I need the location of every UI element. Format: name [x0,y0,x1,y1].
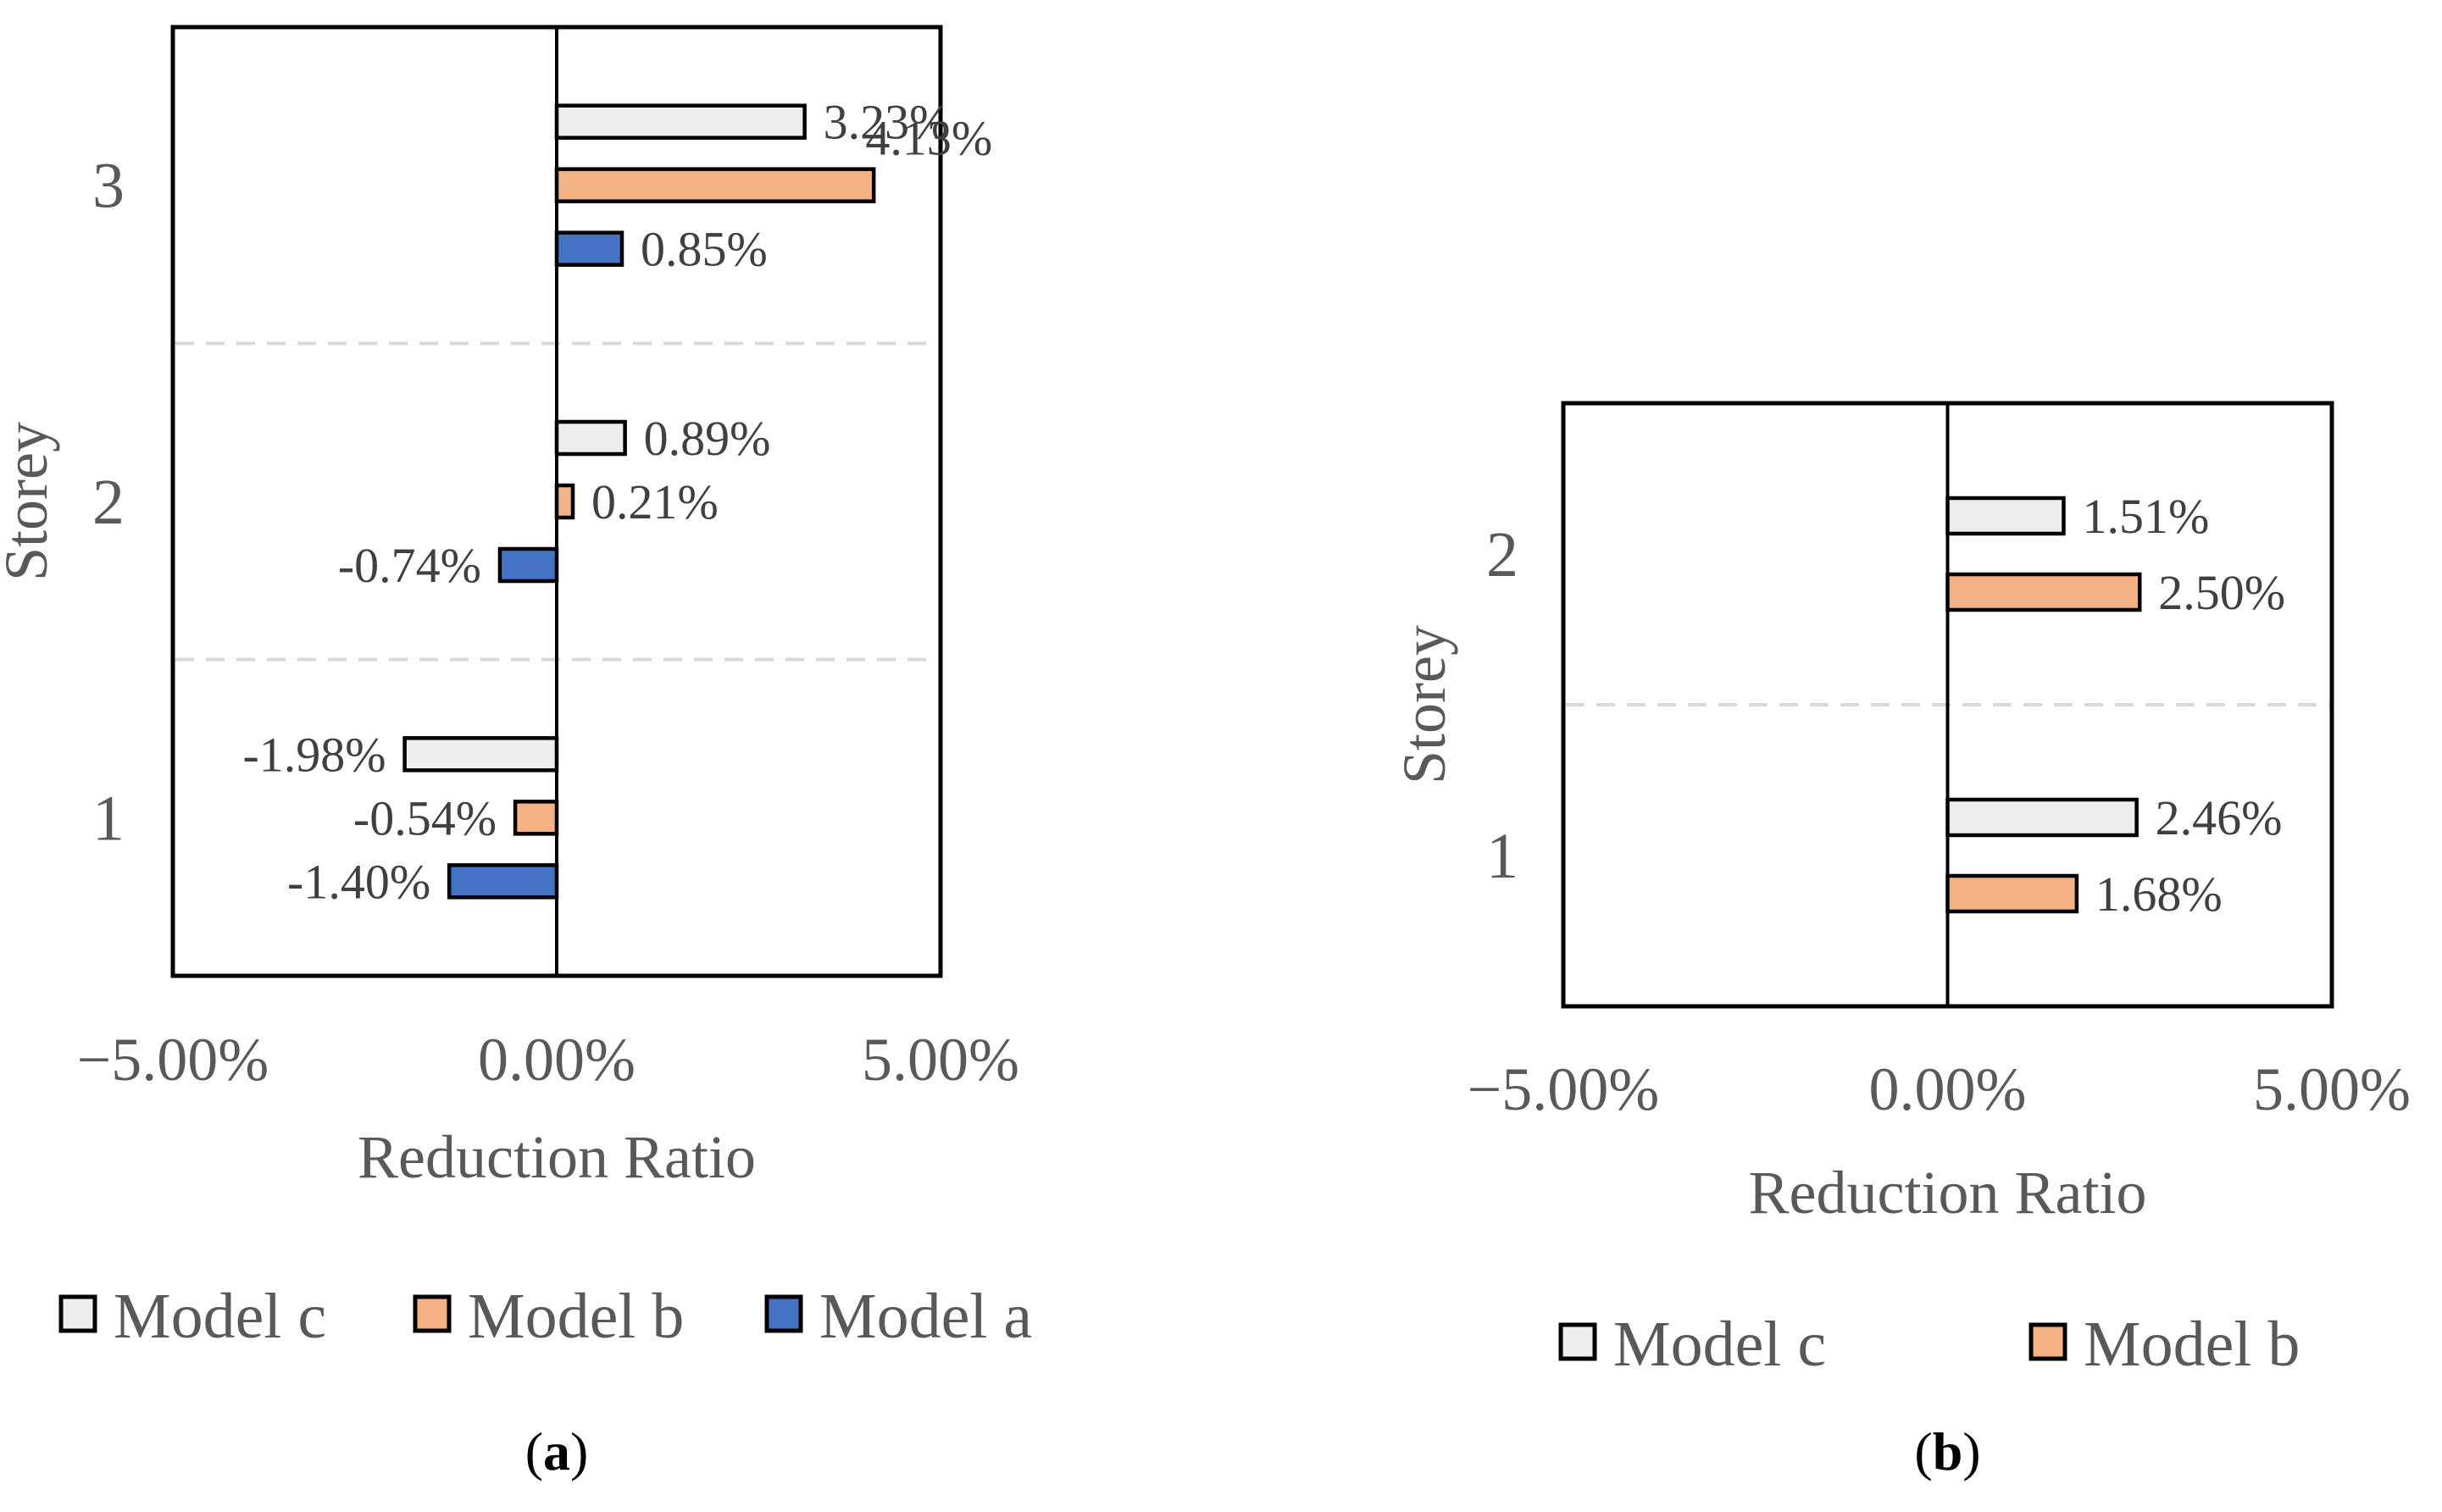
data-label: 1.51% [2082,489,2209,544]
bar-model-a-storey-1 [447,863,559,900]
x-tick-label: 5.00% [2253,1055,2411,1123]
legend-label: Model b [468,1281,684,1352]
bar-model-c-storey-2 [554,419,627,457]
data-label: 0.85% [641,222,768,277]
bar-model-b-storey-1 [1945,873,2079,914]
x-axis-title: Reduction Ratio [358,1123,756,1191]
bar-model-a-storey-2 [497,546,559,584]
caption-letter: b [1933,1421,1963,1482]
bar-model-a-storey-3 [554,230,624,267]
x-tick-label: 0.00% [1869,1055,2027,1123]
x-tick-label: 5.00% [862,1026,1019,1094]
x-axis-title: Reduction Ratio [1749,1159,2147,1227]
y-tick-label: 2 [92,467,125,538]
bar-model-b-storey-2 [1945,572,2142,612]
y-tick-label: 3 [92,151,125,222]
legend-swatch-model-a [764,1294,803,1333]
legend-swatch-model-b [2029,1322,2067,1361]
legend-swatch-model-b [413,1294,452,1333]
data-label: -0.74% [338,538,481,593]
data-label: 3.23% [824,95,951,150]
x-tick-label: −5.00% [1468,1055,1660,1123]
y-tick-label: 2 [1486,519,1518,590]
bar-model-b-storey-1 [513,800,559,836]
legend-swatch-model-c [1558,1322,1597,1361]
x-tick-label: 0.00% [478,1026,635,1094]
bar-model-c-storey-2 [1945,496,2066,536]
bar-model-c-storey-3 [554,103,807,140]
bar-model-c-storey-1 [402,736,559,773]
y-axis-title: Storey [1390,625,1458,784]
y-tick-label: 1 [1486,821,1518,892]
data-label: 2.50% [2158,565,2285,620]
bar-model-b-storey-2 [554,483,575,520]
figure-caption: (a) [525,1421,589,1482]
caption-letter: a [543,1421,570,1482]
bar-model-c-storey-1 [1945,797,2139,838]
figure-caption: (b) [1914,1421,1980,1482]
data-label: -0.54% [353,790,497,845]
legend-label: Model a [819,1281,1032,1352]
legend-label: Model c [1613,1309,1826,1380]
legend-swatch-model-c [58,1294,97,1333]
x-tick-label: −5.00% [77,1026,269,1094]
data-label: 4.13% [865,111,992,166]
data-label: 0.21% [591,474,719,529]
data-label: -1.98% [242,727,386,782]
y-tick-label: 1 [92,783,125,854]
data-label: 0.89% [644,411,771,466]
data-label: 2.46% [2156,790,2283,845]
data-label: 1.68% [2095,867,2223,922]
chart-b: 2.46% 1.51% 1.68% 2.50% 1 2 −5.00% 0.00% 5.00% Re… [1390,401,2411,1482]
chart-a: -1.98% 0.89% 3.23% -0.54% 0.21% 4.13% -1.40% -0… [0,25,1032,1482]
bar-model-b-storey-3 [554,167,876,203]
data-label: -1.40% [287,854,430,909]
legend-label: Model c [114,1281,326,1352]
legend-label: Model b [2084,1309,2300,1380]
y-axis-title: Storey [0,422,60,581]
